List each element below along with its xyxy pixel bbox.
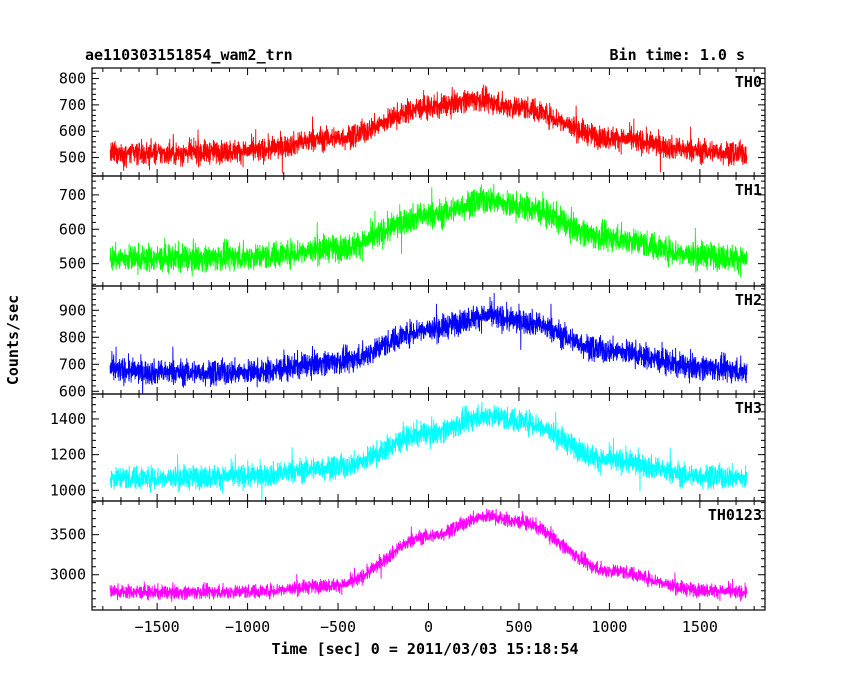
panel-label-th0: TH0 [735, 73, 762, 91]
series-line-th0 [109, 84, 748, 174]
y-tick-label: 500 [59, 149, 86, 167]
panel-label-th2: TH2 [735, 291, 762, 309]
x-tick-label: −1000 [225, 618, 270, 636]
y-tick-label: 900 [59, 301, 86, 319]
panel-label-th1: TH1 [735, 181, 762, 199]
series-line-th1 [109, 183, 748, 278]
chart-title: ae110303151854_wam2_trn [85, 46, 293, 64]
x-tick-label: 1500 [682, 618, 718, 636]
chart-subtitle: Bin time: 1.0 s [610, 46, 745, 64]
y-tick-label: 800 [59, 328, 86, 346]
y-tick-label: 600 [59, 220, 86, 238]
panel-th0123: 3000 3500 TH0123 [50, 500, 766, 611]
x-tick-label: 500 [505, 618, 532, 636]
panel-frame [91, 67, 766, 177]
panel-th2: 600 700 800 900 TH2 [59, 285, 766, 400]
y-tick-label: 600 [59, 382, 86, 400]
y-tick-label: 1200 [50, 446, 86, 464]
y-tick-label: 700 [59, 355, 86, 373]
y-tick-label: 3500 [50, 526, 86, 544]
y-tick-label: 1400 [50, 410, 86, 428]
panel-th3: 1000 1200 1400 TH3 [50, 393, 766, 502]
panel-th1: 500 600 700 TH1 [59, 175, 766, 287]
y-tick-label: 600 [59, 122, 86, 140]
y-tick-label: 500 [59, 255, 86, 273]
y-tick-label: 700 [59, 96, 86, 114]
x-tick-label: −1500 [135, 618, 180, 636]
series-line-th2 [109, 293, 748, 394]
y-tick-label: 3000 [50, 566, 86, 584]
panel-th0: 500 600 700 800 TH0 [59, 67, 766, 177]
y-tick-label: 800 [59, 70, 86, 88]
x-tick-label: 1000 [591, 618, 627, 636]
series-line-th3 [109, 401, 748, 501]
x-tick-label: 0 [424, 618, 433, 636]
y-tick-label: 700 [59, 186, 86, 204]
panel-label-th3: TH3 [735, 399, 762, 417]
y-tick-label: 1000 [50, 481, 86, 499]
x-tick-label: −500 [320, 618, 356, 636]
x-axis-label: Time [sec] 0 = 2011/03/03 15:18:54 [271, 640, 578, 658]
panel-frame [91, 175, 766, 287]
series-line-th0123 [109, 508, 748, 602]
y-axis-label: Counts/sec [4, 295, 22, 385]
panel-label-th0123: TH0123 [708, 506, 762, 524]
panels: 500 600 700 800 TH0 500 600 700 TH1 600 700 800 900 T… [50, 67, 766, 636]
